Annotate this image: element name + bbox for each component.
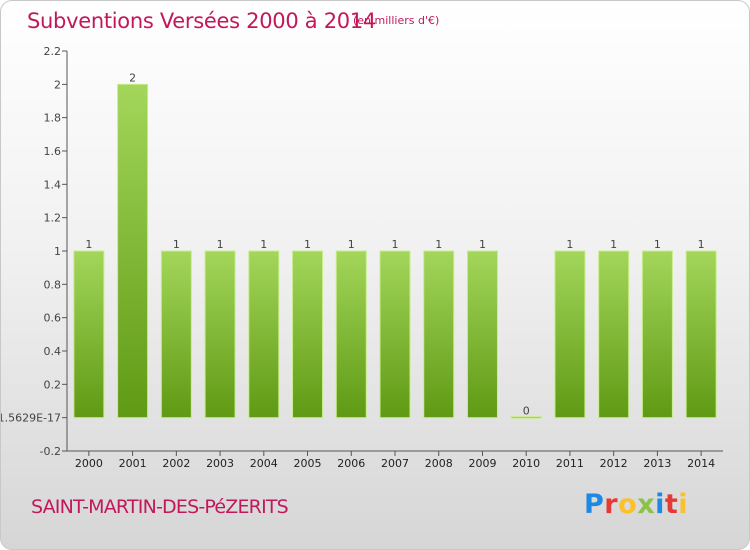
x-tick-label: 2000 [75,457,103,470]
bar-value-label: 1 [85,238,92,251]
commune-name: SAINT-MARTIN-DES-PéZERITS [31,496,289,518]
data-labels: 1 2 1 1 1 1 1 1 1 1 0 1 1 1 1 [85,71,704,417]
bar-value-label: 1 [260,238,267,251]
bar-value-label: 1 [610,238,617,251]
y-tick-label: 0.8 [44,278,62,291]
bar[interactable] [685,250,717,419]
logo-letter: i [678,489,689,520]
bar-value-label: 1 [698,238,705,251]
bar-value-label: 1 [392,238,399,251]
x-tick-label: 2011 [556,457,584,470]
x-tick-label: 2010 [512,457,540,470]
x-tick-label: 2006 [337,457,365,470]
y-tick-label: -0.2 [40,445,61,458]
y-tick-label: 0.4 [44,345,62,358]
bar-value-label: 1 [304,238,311,251]
logo-letter: r [604,489,619,520]
y-tick-label: 1.4 [44,178,62,191]
y-tick-label: 2 [54,78,61,91]
y-tick-label: 2.2 [44,45,62,58]
bar[interactable] [466,250,498,419]
x-tick-label: 2009 [468,457,496,470]
logo-letter: x [637,489,656,520]
y-tick-label: 0.2 [44,378,62,391]
logo-letter: t [664,489,679,520]
bar-value-label: 1 [566,238,573,251]
bar-value-label: 1 [348,238,355,251]
bar[interactable] [117,83,149,419]
bar[interactable] [641,250,673,419]
x-axis: 2000 2001 2002 2003 2004 2005 2006 2007 2008 2009… [67,450,723,470]
bar[interactable] [248,250,280,419]
bar-value-label: 1 [654,238,661,251]
chart-title: Subventions Versées 2000 à 2014 [27,9,376,33]
y-tick-label: 0.6 [44,312,62,325]
bar[interactable] [423,250,455,419]
bar[interactable] [73,250,105,419]
x-tick-label: 2004 [250,457,278,470]
bar[interactable] [160,250,192,419]
x-tick-label: 2008 [425,457,453,470]
logo-letter: o [618,489,638,520]
bar-value-label: 1 [217,238,224,251]
y-axis: -0.2 1.5629E-17 0.2 0.4 0.6 0.8 1 1.2 1.4 1.6 1.8 2… [1,45,68,458]
chart-unit-note: (en milliers d'€) [353,14,440,27]
y-tick-label: 1.2 [44,212,62,225]
x-tick-label: 2007 [381,457,409,470]
bar[interactable] [335,250,367,419]
bar[interactable] [554,250,586,419]
bar[interactable] [510,416,542,419]
bar-value-label: 0 [523,405,530,418]
y-tick-label: 1.5629E-17 [1,412,61,425]
y-tick-label: 1.8 [44,112,62,125]
y-tick-label: 1.6 [44,145,62,158]
bar[interactable] [204,250,236,419]
bar[interactable] [598,250,630,419]
bar-value-label: 1 [479,238,486,251]
x-tick-label: 2013 [643,457,671,470]
x-tick-label: 2001 [119,457,147,470]
x-tick-label: 2014 [687,457,715,470]
x-tick-label: 2002 [162,457,190,470]
x-tick-label: 2012 [600,457,628,470]
logo-letter: P [584,489,605,520]
bar-value-label: 1 [173,238,180,251]
logo-letter: i [655,489,665,520]
bars [73,83,717,419]
proxiti-logo[interactable]: Proxiti [584,489,688,520]
bar-value-label: 2 [129,71,136,84]
bar[interactable] [379,250,411,419]
bar[interactable] [292,250,324,419]
y-tick-label: 1 [54,245,61,258]
x-tick-label: 2003 [206,457,234,470]
x-tick-label: 2005 [294,457,322,470]
bar-value-label: 1 [435,238,442,251]
